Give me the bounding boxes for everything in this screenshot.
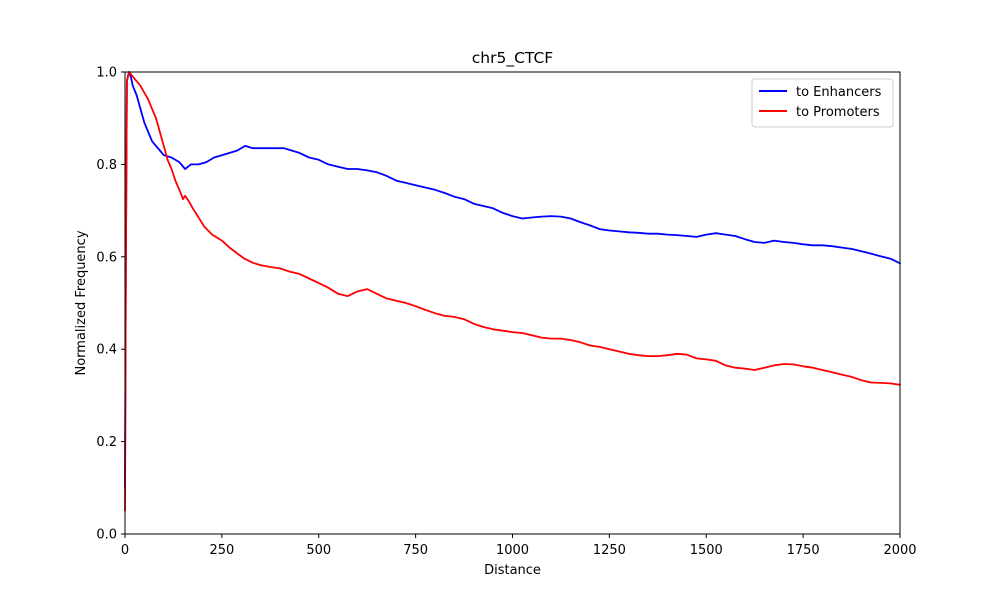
y-axis-label: Normalized Frequency [74,230,89,375]
x-tick-label: 1500 [690,543,723,558]
series-line-enhancers [124,71,901,489]
series-line-promoters [124,71,901,512]
series-layer [124,71,901,512]
y-tick-label: 0.6 [96,250,117,265]
x-tick-label: 250 [209,543,234,558]
x-tick-label: 500 [306,543,331,558]
x-tick-label: 2000 [883,543,916,558]
y-tick-label: 0.2 [96,435,117,450]
x-tick-label: 1000 [496,543,529,558]
legend-label-enhancers: to Enhancers [796,85,882,100]
x-tick-label: 750 [403,543,428,558]
x-tick-label: 1750 [787,543,820,558]
y-tick-label: 0.8 [96,158,117,173]
legend-label-promoters: to Promoters [796,105,880,120]
y-tick-label: 1.0 [96,66,117,81]
x-axis: 0 250 500 750 1000 1250 1500 1750 2000 [121,534,917,558]
legend-box [751,78,894,128]
y-axis: 0.0 0.2 0.4 0.6 0.8 1.0 [96,66,125,543]
y-tick-label: 0.0 [96,528,117,543]
x-tick-label: 0 [121,543,129,558]
y-tick-label: 0.4 [96,343,117,358]
legend: to Enhancers to Promoters [751,78,894,128]
x-tick-label: 1250 [593,543,626,558]
x-axis-label: Distance [484,563,541,578]
chart-title: chr5_CTCF [472,49,554,68]
